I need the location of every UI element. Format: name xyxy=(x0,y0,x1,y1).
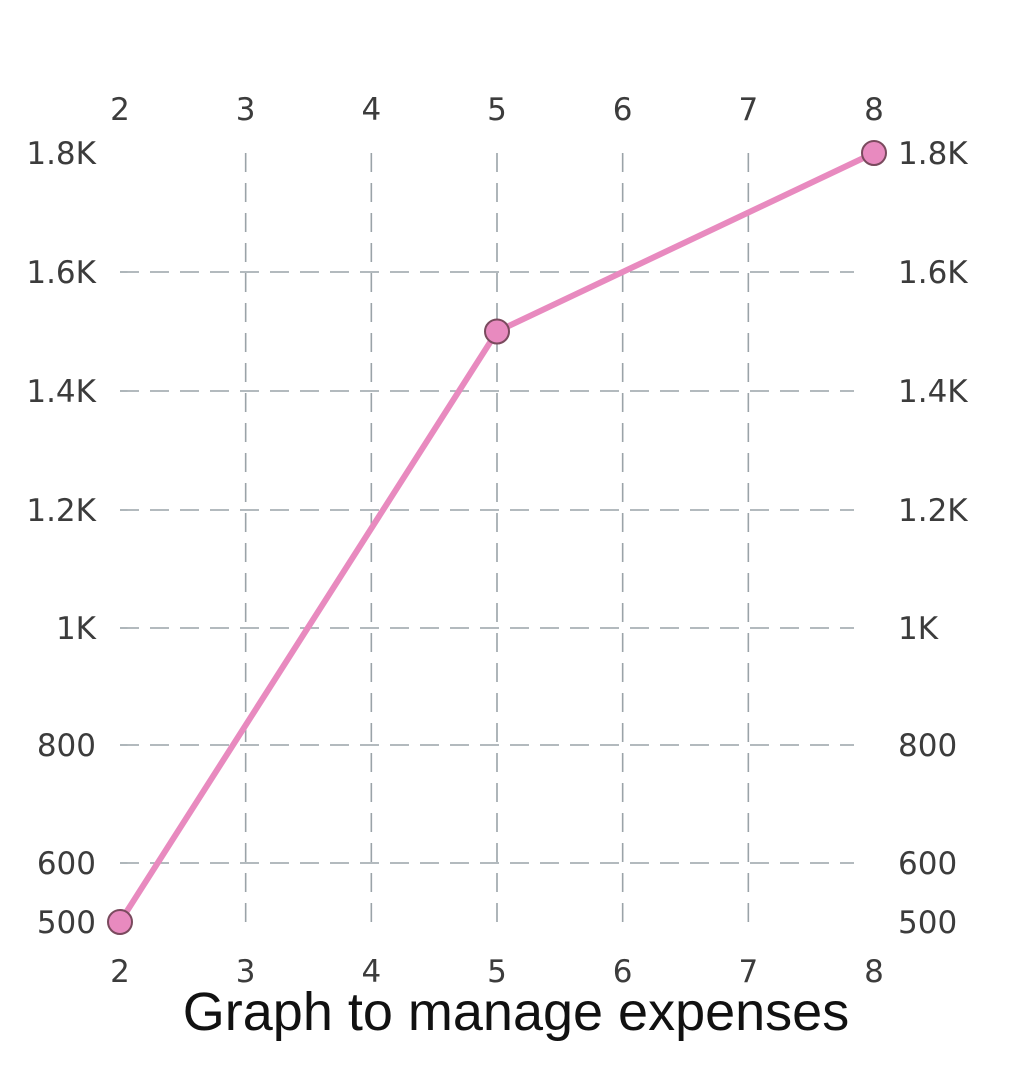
x-tick-label-top: 2 xyxy=(110,92,130,128)
x-tick-label-top: 6 xyxy=(613,92,633,128)
data-points xyxy=(107,140,887,935)
y-tick-label-right: 1K xyxy=(898,611,939,647)
y-tick-label-right: 800 xyxy=(898,728,957,764)
x-tick-label-top: 3 xyxy=(236,92,256,128)
x-tick-label-top: 7 xyxy=(738,92,758,128)
y-tick-label-left: 1.4K xyxy=(26,374,96,410)
data-point xyxy=(107,909,133,935)
y-tick-label-left: 1K xyxy=(56,611,97,647)
data-point xyxy=(484,318,510,345)
chart-caption: Graph to manage expenses xyxy=(183,982,849,1042)
x-tick-label-bottom: 8 xyxy=(864,954,884,990)
series-lines xyxy=(117,150,877,925)
x-tick-label-bottom: 3 xyxy=(236,954,256,990)
grid-lines xyxy=(120,153,854,922)
series-line xyxy=(117,150,877,925)
data-point xyxy=(861,140,887,166)
y-tick-label-right: 500 xyxy=(898,905,957,941)
y-tick-label-left: 1.6K xyxy=(26,255,96,291)
y-tick-label-left: 1.2K xyxy=(26,493,96,529)
x-tick-label-bottom: 2 xyxy=(110,954,130,990)
y-tick-label-right: 1.6K xyxy=(898,255,968,291)
y-tick-label-right: 1.8K xyxy=(898,136,968,172)
y-tick-label-right: 600 xyxy=(898,846,957,882)
x-tick-label-bottom: 4 xyxy=(361,954,381,990)
y-tick-label-left: 600 xyxy=(37,846,96,882)
x-tick-label-bottom: 5 xyxy=(487,954,507,990)
y-tick-label-right: 1.2K xyxy=(898,493,968,529)
y-tick-label-left: 1.8K xyxy=(26,136,96,172)
y-tick-label-left: 800 xyxy=(37,728,96,764)
x-tick-label-bottom: 6 xyxy=(613,954,633,990)
x-tick-label-bottom: 7 xyxy=(738,954,758,990)
x-tick-label-top: 4 xyxy=(361,92,381,128)
y-tick-label-left: 500 xyxy=(37,905,96,941)
x-tick-label-top: 5 xyxy=(487,92,507,128)
tick-labels: 500 500 600 600 800 800 1K 1K 1.2K 1.2K 1.4K 1.4K 1.… xyxy=(26,92,968,990)
x-tick-label-top: 8 xyxy=(864,92,884,128)
y-tick-label-right: 1.4K xyxy=(898,374,968,410)
